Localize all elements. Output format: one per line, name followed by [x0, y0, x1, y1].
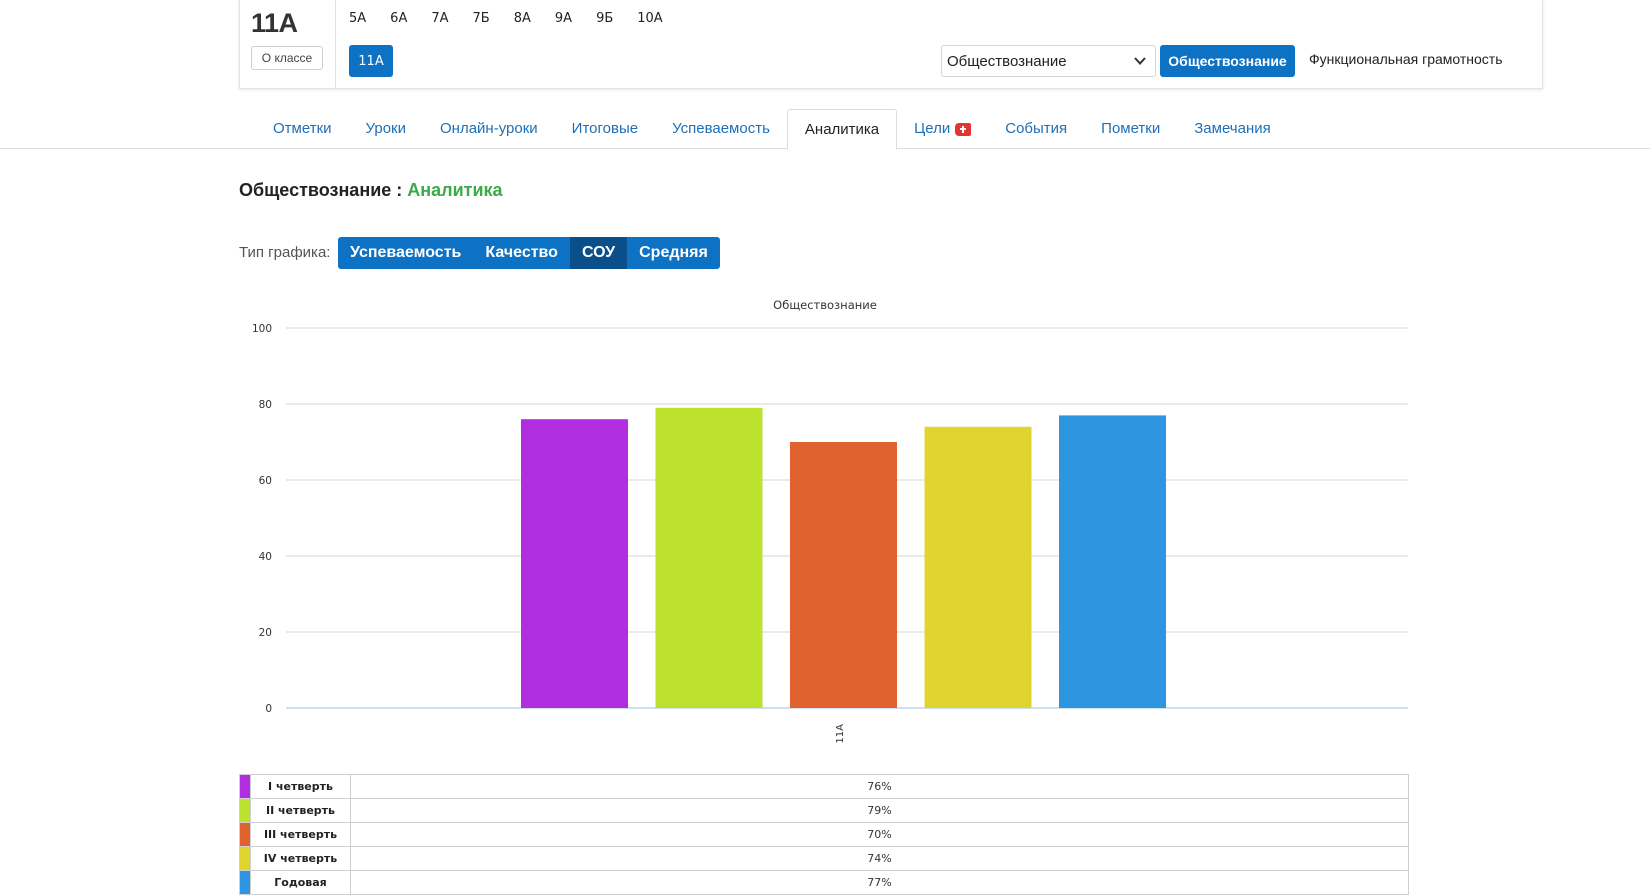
- legend-row: III четверть 70%: [239, 822, 1409, 847]
- tab-final[interactable]: Итоговые: [555, 109, 655, 149]
- legend-swatch: [239, 774, 251, 799]
- legend-series-value: 70%: [350, 822, 1409, 847]
- class-link[interactable]: 7Б: [472, 11, 490, 26]
- functional-literacy-link[interactable]: Функциональная грамотность: [1309, 51, 1503, 67]
- tab-progress[interactable]: Успеваемость: [655, 109, 787, 149]
- chart-bars: [521, 407, 1166, 708]
- y-tick-label: 20: [259, 627, 272, 639]
- tab-goals[interactable]: Цели: [897, 109, 988, 149]
- about-class-button[interactable]: О классе: [251, 46, 323, 70]
- y-tick-label: 100: [252, 323, 272, 335]
- chart-type-average-button[interactable]: Средняя: [639, 244, 708, 261]
- legend-series-name: I четверть: [250, 774, 351, 799]
- legend-row: I четверть 76%: [239, 774, 1409, 799]
- legend-series-name: Годовая: [250, 870, 351, 895]
- class-name: 11А: [251, 8, 298, 38]
- legend-series-value: 76%: [350, 774, 1409, 799]
- chart-type-label: Тип графика:: [239, 244, 331, 261]
- legend-series-name: IV четверть: [250, 846, 351, 871]
- tab-events[interactable]: События: [988, 109, 1084, 149]
- plus-badge-icon: [955, 122, 972, 136]
- legend-row: IV четверть 74%: [239, 846, 1409, 871]
- chart-type-group: Успеваемость Качество СОУ Средняя: [338, 237, 720, 269]
- class-link[interactable]: 7А: [431, 11, 449, 26]
- legend-series-name: III четверть: [250, 822, 351, 847]
- tab-marks[interactable]: Отметки: [256, 109, 349, 149]
- tab-bar: Отметки Уроки Онлайн-уроки Итоговые Успе…: [256, 109, 1288, 150]
- tab-notes[interactable]: Пометки: [1084, 109, 1177, 149]
- chart-bar[interactable]: [655, 407, 763, 708]
- class-link[interactable]: 10А: [637, 11, 663, 26]
- class-link[interactable]: 9Б: [596, 11, 614, 26]
- tab-label: Онлайн-уроки: [440, 120, 538, 137]
- tab-analytics[interactable]: Аналитика: [786, 109, 898, 150]
- class-card: 11А О классе 5А 6А 7А 7Б 8А 9А 9Б 10А 11…: [239, 0, 1543, 89]
- bar-chart: Обществознание 0 20 40 60 80 100 11А: [252, 298, 1408, 744]
- chevron-down-icon: [1134, 57, 1146, 65]
- tab-label: Успеваемость: [672, 120, 770, 137]
- tab-label: Уроки: [365, 120, 406, 137]
- subject-select-value: Обществознание: [947, 53, 1067, 70]
- chart-title: Обществознание: [773, 298, 877, 312]
- page-title: Обществознание : Аналитика: [239, 180, 503, 201]
- legend-series-name: II четверть: [250, 798, 351, 823]
- legend-series-value: 77%: [350, 870, 1409, 895]
- chart-bar[interactable]: [521, 419, 628, 708]
- legend-row: Годовая 77%: [239, 870, 1409, 895]
- y-tick-label: 80: [259, 399, 272, 411]
- chart-bar[interactable]: [924, 426, 1032, 708]
- legend-swatch: [239, 870, 251, 895]
- y-tick-label: 40: [259, 551, 272, 563]
- chart-bar[interactable]: [790, 442, 897, 708]
- chart-bar[interactable]: [1059, 415, 1166, 708]
- x-category-label: 11А: [835, 724, 846, 744]
- tab-online-lessons[interactable]: Онлайн-уроки: [423, 109, 555, 149]
- class-link[interactable]: 8А: [513, 11, 531, 26]
- subject-select[interactable]: Обществознание: [941, 45, 1156, 77]
- legend-swatch: [239, 822, 251, 847]
- tab-label: Отметки: [273, 120, 332, 137]
- class-link[interactable]: 6А: [390, 11, 408, 26]
- tab-label: Замечания: [1194, 120, 1271, 137]
- legend-swatch: [239, 846, 251, 871]
- tab-lessons[interactable]: Уроки: [349, 109, 423, 149]
- legend-series-value: 79%: [350, 798, 1409, 823]
- legend-row: II четверть 79%: [239, 798, 1409, 823]
- legend-table: I четверть 76% II четверть 79% III четверть 7…: [239, 774, 1409, 895]
- y-tick-label: 0: [265, 703, 272, 715]
- chart-type-progress-button[interactable]: Успеваемость: [350, 244, 462, 261]
- class-info: 11А О классе: [240, 0, 336, 88]
- page-title-separator: :: [391, 180, 408, 200]
- tab-remarks[interactable]: Замечания: [1177, 109, 1288, 149]
- tab-label: События: [1005, 120, 1068, 137]
- tab-label: Аналитика: [804, 120, 880, 138]
- page-title-section: Аналитика: [407, 180, 503, 200]
- active-class-button[interactable]: 11А: [349, 45, 393, 77]
- chart-type-sou-button[interactable]: СОУ: [569, 237, 628, 269]
- y-tick-label: 60: [259, 475, 272, 487]
- class-link[interactable]: 9А: [554, 11, 573, 26]
- tab-label: Итоговые: [571, 120, 639, 137]
- subject-button[interactable]: Обществознание: [1160, 45, 1295, 77]
- tab-label: Цели: [914, 120, 951, 137]
- legend-series-value: 74%: [350, 846, 1409, 871]
- class-link[interactable]: 5А: [349, 11, 367, 26]
- class-links: 5А 6А 7А 7Б 8А 9А 9Б 10А: [349, 10, 687, 28]
- tab-label: Пометки: [1101, 120, 1161, 137]
- legend-swatch: [239, 798, 251, 823]
- chart-type-quality-button[interactable]: Качество: [485, 244, 558, 261]
- page-title-subject: Обществознание: [239, 180, 392, 200]
